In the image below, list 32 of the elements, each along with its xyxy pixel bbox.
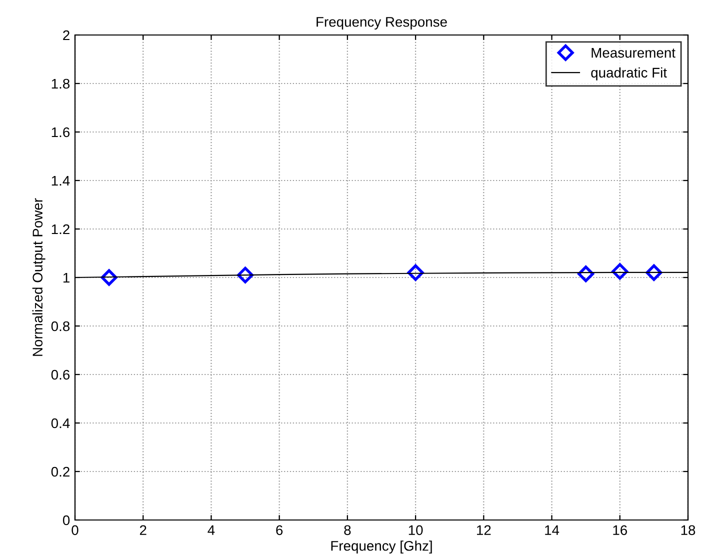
x-tick-label: 0 <box>72 525 78 536</box>
y-tick-label: 0.6 <box>51 370 70 380</box>
x-tick-label: 4 <box>208 525 215 535</box>
y-tick-label: 1 <box>63 272 70 283</box>
point <box>237 266 254 284</box>
x-axis-title: Frequency [Ghz] <box>331 540 432 554</box>
x-tick-label: 18 <box>681 525 696 536</box>
y-tick-label: 2 <box>63 30 70 40</box>
point <box>578 266 594 282</box>
y-tick-label: 0 <box>62 515 70 526</box>
x-tick-label: 2 <box>140 525 146 535</box>
y-tick-label: 1.8 <box>52 78 70 89</box>
legend-label: Measurement <box>592 48 676 58</box>
x-tick-label: 12 <box>477 525 491 535</box>
y-axis-title: Normalized Output Power <box>32 198 46 356</box>
point <box>407 264 424 281</box>
y-tick-label: 1.4 <box>52 176 70 186</box>
y-tick-label: 1.2 <box>52 224 70 234</box>
y-tick-label: 0.2 <box>51 466 70 477</box>
y-tick-label: 1.6 <box>52 127 70 138</box>
legend-label: quadratic Fit <box>591 67 667 80</box>
x-tick-label: 14 <box>545 525 560 535</box>
x-tick-label: 8 <box>344 525 351 536</box>
point <box>646 264 662 281</box>
x-tick-label: 10 <box>408 525 423 536</box>
point <box>100 269 118 286</box>
point <box>612 263 628 280</box>
x-tick-label: 6 <box>276 525 283 536</box>
chart-title: Frequency Response <box>316 17 447 30</box>
y-tick-label: 0.8 <box>51 321 70 332</box>
x-tick-label: 16 <box>613 525 628 536</box>
y-tick-label: 0.4 <box>51 418 70 428</box>
